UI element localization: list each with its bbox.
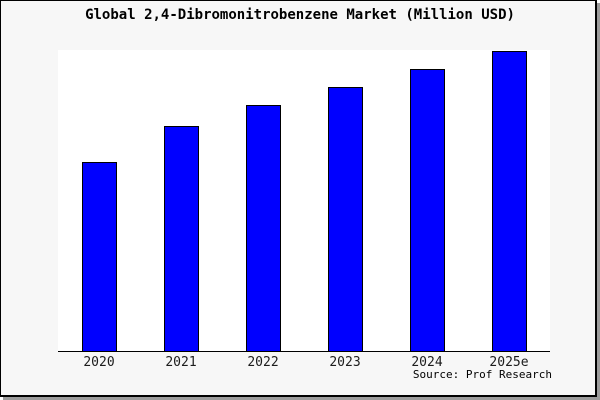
bar-group-2023	[304, 50, 386, 351]
x-tick-label-2024: 2024	[411, 355, 443, 370]
source-attribution: Source: Prof Research	[412, 368, 552, 381]
bar-group-2025e	[468, 50, 550, 351]
bar-2021	[163, 126, 199, 351]
bar-group-2020	[58, 50, 140, 351]
x-tick-label-2023: 2023	[329, 355, 361, 370]
bar-2022	[245, 105, 281, 351]
x-axis-tick-labels: 2020 2021 2022 2023 2024 2025e	[58, 355, 550, 370]
x-tick-label-2021: 2021	[165, 355, 197, 370]
x-tick-label-2025e: 2025e	[489, 355, 529, 370]
bar-2024	[409, 69, 445, 351]
bar-group-2022	[222, 50, 304, 351]
bar-group-2024	[386, 50, 468, 351]
bar-2020	[81, 162, 117, 351]
bar-group-2021	[140, 50, 222, 351]
chart-title: Global 2,4-Dibromonitrobenzene Market (M…	[85, 7, 515, 23]
bar-2025e	[491, 51, 527, 351]
x-tick-label-2020: 2020	[83, 355, 115, 370]
plot-area	[58, 50, 550, 352]
x-tick-label-2022: 2022	[247, 355, 279, 370]
bar-2023	[327, 87, 363, 351]
